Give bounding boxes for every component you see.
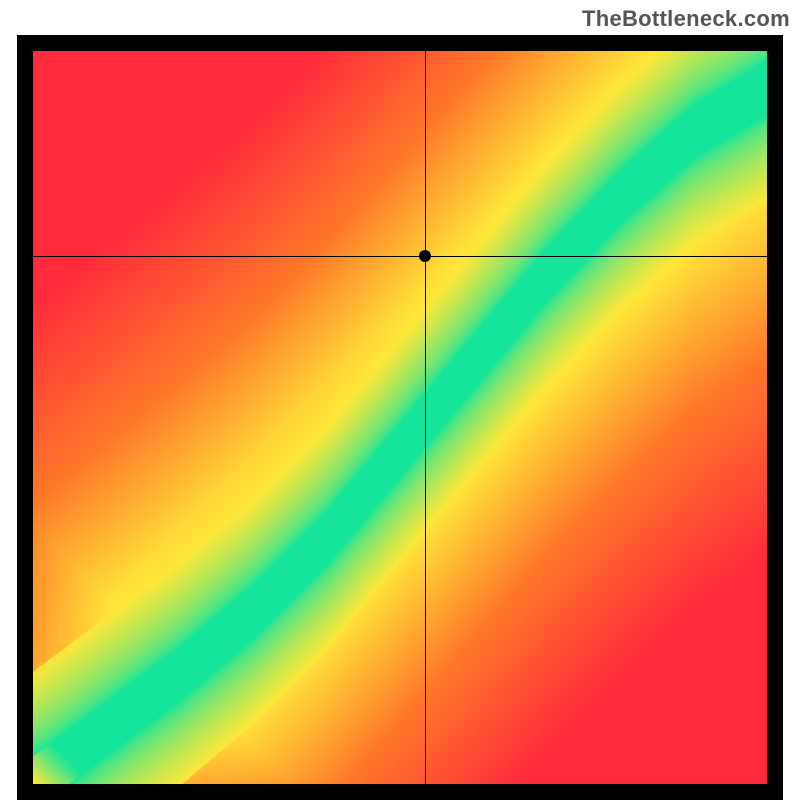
crosshair-horizontal [33,256,767,257]
watermark-text: TheBottleneck.com [582,6,790,32]
crosshair-vertical [425,51,426,784]
chart-container: TheBottleneck.com [0,0,800,800]
heatmap-canvas [33,51,767,784]
crosshair-marker [419,250,431,262]
plot-area [33,51,767,784]
